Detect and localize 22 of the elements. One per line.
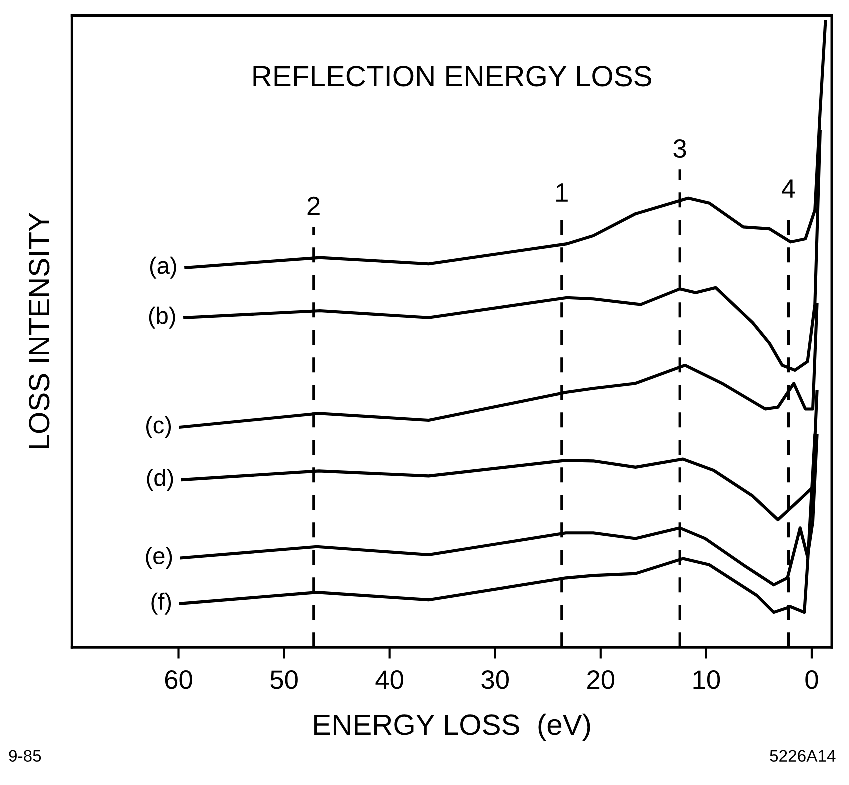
x-tick-label: 40: [376, 670, 404, 690]
text: REFLECTION ENERGY LOSS: [254, 66, 652, 87]
annotation: 2: [308, 196, 320, 216]
y-axis-title: LOSS INTENSITY: [29, 213, 50, 448]
x-tick-label: 20: [588, 670, 615, 690]
annotation: 4: [782, 180, 796, 198]
series-label: (e): [146, 547, 172, 570]
series-label: (f): [152, 592, 172, 615]
annotation: 3: [674, 139, 686, 158]
annotation: 1: [556, 184, 568, 202]
x-tick-label: 60: [165, 670, 192, 690]
series-label: (c): [146, 416, 172, 438]
x-tick-label: 10: [694, 670, 720, 690]
text: 9-85: [9, 750, 42, 762]
x-tick-label: 50: [270, 670, 298, 690]
series-label: (d): [147, 468, 174, 491]
series-label: (a): [150, 256, 176, 279]
text: 5226A14: [770, 750, 836, 762]
x-axis-title: ENERGY LOSS (eV): [314, 714, 590, 742]
series-label: (b): [149, 306, 176, 329]
x-tick-label: 30: [482, 670, 510, 690]
x-tick-label: 0: [806, 670, 818, 690]
